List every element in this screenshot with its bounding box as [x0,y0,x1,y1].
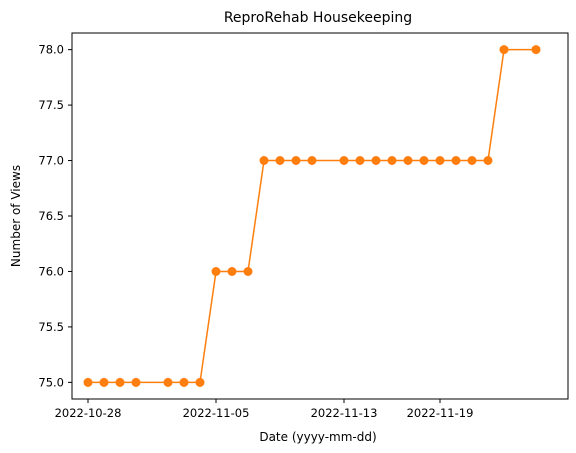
data-point [99,377,109,387]
y-tick-label: 78.0 [38,43,64,57]
data-point [467,156,477,165]
data-point [403,156,413,165]
data-point [163,377,173,387]
x-tick-label: 2022-11-13 [311,406,378,420]
x-tick-label: 2022-10-28 [55,406,122,420]
data-point [115,377,125,387]
data-point [371,156,381,165]
data-point [307,156,317,165]
data-point [291,156,301,165]
x-axis: 2022-10-28 2022-11-05 2022-11-13 2022-11-19 [55,399,474,420]
data-point [243,267,253,276]
data-point [131,377,141,387]
data-point [435,156,445,165]
x-tick-label: 2022-11-19 [407,406,474,420]
data-point [419,156,429,165]
y-axis: 75.0 75.5 76.0 76.5 77.0 77.5 78.0 [38,43,72,389]
plot-area [83,45,541,387]
y-tick-label: 75.5 [38,320,64,334]
y-tick-label: 76.5 [38,209,64,223]
x-tick-label: 2022-11-05 [183,406,250,420]
y-tick-label: 77.5 [38,98,64,112]
y-tick-label: 76.0 [38,264,64,278]
y-tick-label: 77.0 [38,154,64,168]
data-point [211,267,221,276]
data-point [355,156,365,165]
series-line [88,48,536,384]
data-point [83,377,93,387]
data-point [227,267,237,276]
data-point [451,156,461,165]
y-tick-label: 75.0 [38,375,64,389]
y-axis-label: Number of Views [9,165,23,267]
data-point [483,156,493,165]
data-point [387,156,397,165]
plot-frame [71,32,569,400]
data-point [499,45,509,55]
data-point [275,156,285,165]
data-point [531,45,541,55]
chart-title: ReproRehab Housekeeping [224,10,412,26]
data-point [259,156,269,165]
data-point [339,156,349,165]
x-axis-label: Date (yyyy-mm-dd) [259,430,376,444]
data-point [195,377,205,387]
data-point [179,377,189,387]
